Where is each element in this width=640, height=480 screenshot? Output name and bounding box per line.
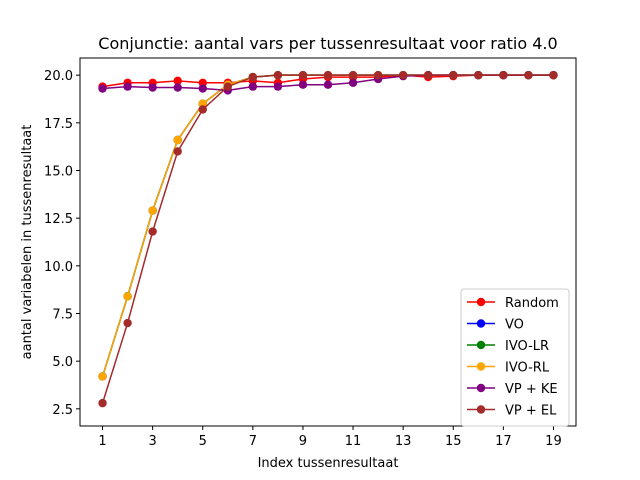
data-point: [123, 318, 132, 328]
data-point: [98, 398, 107, 408]
data-point: [398, 70, 408, 80]
y-tick-label: 5.0: [52, 355, 73, 370]
data-point: [198, 84, 207, 93]
legend-item-vp-ke: VP + KE: [467, 382, 558, 397]
legend-item-ivo-rl: IVO-RL: [467, 361, 550, 376]
x-tick-label: 3: [149, 434, 157, 449]
data-point: [148, 206, 157, 215]
data-point: [98, 372, 107, 381]
x-tick-label: 11: [345, 434, 362, 449]
data-point: [449, 70, 458, 80]
data-point: [549, 70, 558, 80]
legend-label: IVO-LR: [505, 339, 549, 354]
plot-series: [98, 70, 558, 408]
data-point: [173, 83, 182, 92]
data-point: [148, 83, 157, 92]
data-point: [123, 292, 132, 301]
y-tick-label: 12.5: [44, 212, 73, 227]
legend-label: VO: [505, 318, 524, 333]
data-point: [148, 227, 157, 236]
legend-swatch-marker: [476, 383, 486, 393]
legend-item-vo: VO: [467, 318, 524, 333]
x-axis-label: Index tussenresultaat: [258, 456, 399, 471]
data-point: [273, 82, 283, 91]
data-point: [348, 78, 358, 87]
data-point: [273, 70, 283, 80]
data-point: [323, 70, 333, 80]
legend-swatch-marker: [476, 319, 486, 328]
x-tick-label: 15: [445, 434, 462, 449]
x-tick-label: 7: [249, 434, 257, 449]
data-point: [173, 147, 182, 156]
y-tick-label: 2.5: [52, 403, 73, 418]
x-tick-label: 5: [199, 434, 207, 449]
legend-label: Random: [505, 296, 559, 311]
y-tick-label: 7.5: [52, 308, 73, 323]
data-point: [348, 70, 358, 80]
legend-swatch-marker: [476, 405, 486, 414]
legend-swatch-marker: [476, 362, 486, 371]
data-point: [173, 135, 182, 145]
data-point: [248, 72, 258, 82]
x-tick-label: 19: [545, 434, 562, 449]
chart-title: Conjunctie: aantal vars per tussenresult…: [98, 34, 557, 53]
legend-swatch-marker: [476, 340, 486, 350]
data-point: [223, 82, 232, 91]
legend-label: VP + EL: [505, 404, 557, 419]
legend-item-random: Random: [467, 296, 559, 311]
y-tick-label: 15.0: [44, 164, 73, 179]
legend-item-vp-el: VP + EL: [467, 404, 557, 419]
legend-item-ivo-lr: IVO-LR: [467, 339, 549, 354]
x-tick-label: 13: [395, 434, 412, 449]
data-point: [323, 80, 333, 89]
y-tick-label: 20.0: [44, 69, 73, 84]
data-point: [173, 76, 182, 86]
data-point: [373, 70, 383, 80]
legend: Random VO IVO-LR IVO-RL VP + KE VP + EL: [460, 288, 570, 427]
y-tick-label: 10.0: [44, 260, 73, 275]
legend-swatch-marker: [476, 297, 486, 307]
data-point: [248, 82, 258, 91]
x-axis: 1 3 5 7 9 11 13 15 17 19: [98, 426, 562, 449]
x-tick-label: 1: [98, 434, 106, 449]
legend-label: IVO-RL: [505, 361, 550, 376]
data-point: [298, 80, 308, 89]
plot-frame: [79, 57, 577, 427]
y-axis: 2.5 5.0 7.5 10.0 12.5 15.0 17.5 20.0: [44, 69, 80, 418]
data-point: [123, 82, 132, 91]
data-point: [474, 70, 483, 80]
data-point: [424, 70, 433, 80]
data-point: [524, 70, 533, 80]
series-vp-el: [98, 70, 558, 408]
data-point: [298, 70, 308, 80]
data-point: [499, 70, 508, 80]
x-tick-label: 9: [299, 434, 307, 449]
y-tick-label: 17.5: [44, 117, 73, 132]
x-tick-label: 17: [495, 434, 512, 449]
legend-label: VP + KE: [505, 382, 558, 397]
data-point: [98, 84, 107, 93]
y-axis-label: aantal variabelen in tussenresultaat: [20, 125, 35, 360]
data-point: [198, 105, 207, 114]
